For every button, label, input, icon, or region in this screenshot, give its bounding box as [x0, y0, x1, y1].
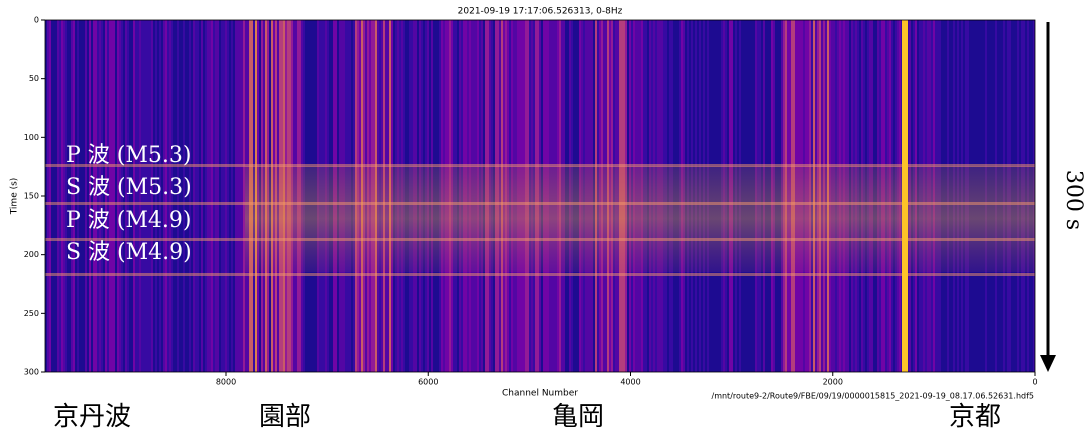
x-tick-label: 8000	[216, 378, 236, 387]
texture-stripe	[193, 20, 195, 372]
texture-stripe	[237, 20, 239, 372]
y-tick-label: 100	[24, 133, 39, 142]
texture-stripe	[195, 20, 197, 372]
texture-stripe	[223, 20, 225, 372]
texture-stripe	[233, 20, 235, 372]
texture-stripe	[235, 20, 237, 372]
texture-stripe	[207, 20, 209, 372]
y-tick-label: 200	[24, 250, 39, 259]
annotation: S 波 (M5.3)	[66, 175, 192, 200]
y-tick-label: 50	[29, 74, 39, 83]
x-tick-label: 0	[1032, 378, 1037, 387]
texture-stripe	[241, 20, 243, 372]
texture-stripe	[63, 20, 65, 372]
texture-stripe	[211, 20, 213, 372]
texture-stripe	[59, 20, 61, 372]
event-line	[45, 273, 1035, 276]
annotation: P 波 (M5.3)	[66, 143, 191, 168]
y-tick-label: 250	[24, 309, 39, 318]
texture-stripe	[239, 20, 241, 372]
event-line	[45, 238, 1035, 241]
event-line	[45, 202, 1035, 205]
texture-stripe	[57, 20, 59, 372]
y-tick-label: 150	[24, 192, 39, 201]
y-tick-label: 0	[34, 16, 39, 25]
texture-stripe	[902, 20, 908, 372]
event-band	[245, 166, 1035, 272]
texture-stripe	[209, 20, 211, 372]
texture-stripe	[51, 20, 53, 372]
texture-stripe	[199, 20, 201, 372]
event-line	[45, 164, 1035, 167]
spectrogram	[45, 20, 1035, 372]
region-label: 園部	[259, 402, 311, 431]
texture-stripe	[227, 20, 229, 372]
duration-label: 300 s	[1061, 170, 1086, 230]
y-axis-label: Time (s)	[10, 178, 20, 216]
annotation: S 波 (M4.9)	[66, 240, 192, 265]
texture-stripe	[225, 20, 227, 372]
texture-stripe	[55, 20, 57, 372]
texture-stripe	[61, 20, 63, 372]
region-label: 京丹波	[53, 402, 131, 431]
texture-stripe	[53, 20, 55, 372]
texture-stripe	[229, 20, 231, 372]
region-label: 京都	[949, 402, 1001, 431]
texture-stripe	[217, 20, 219, 372]
region-label: 亀岡	[552, 402, 604, 431]
texture-stripe	[219, 20, 221, 372]
x-axis-label: Channel Number	[502, 389, 578, 399]
chart: 2021-09-19 17:17:06.526313, 0-8Hz Channe…	[0, 0, 1089, 431]
chart-title: 2021-09-19 17:17:06.526313, 0-8Hz	[458, 7, 623, 17]
texture-stripe	[215, 20, 217, 372]
texture-stripe	[201, 20, 203, 372]
texture-stripe	[205, 20, 207, 372]
texture-stripe	[221, 20, 223, 372]
texture-stripe	[49, 20, 51, 372]
texture-stripe	[47, 20, 49, 372]
source-path: /mnt/route9-2/Route9/FBE/09/19/000001581…	[712, 392, 1035, 401]
texture-stripe	[213, 20, 215, 372]
x-tick-label: 2000	[823, 378, 843, 387]
x-tick-label: 6000	[418, 378, 438, 387]
x-tick-label: 4000	[620, 378, 640, 387]
texture-stripe	[203, 20, 205, 372]
texture-stripe	[243, 20, 245, 372]
y-tick-label: 300	[24, 368, 39, 377]
time-arrow-head	[1040, 355, 1056, 372]
texture-stripe	[197, 20, 199, 372]
texture-stripe	[231, 20, 233, 372]
annotation: P 波 (M4.9)	[66, 208, 191, 233]
